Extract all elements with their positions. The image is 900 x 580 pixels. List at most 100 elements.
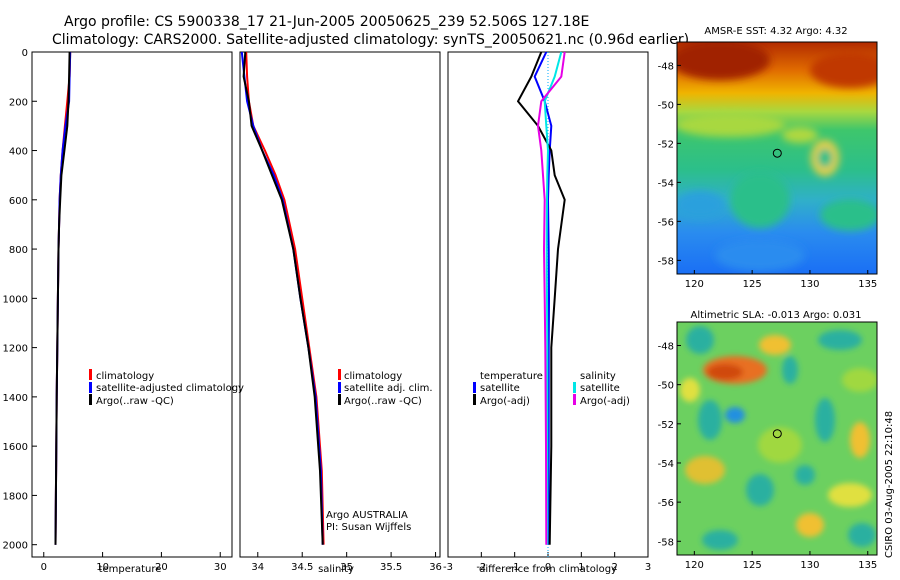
sst-y-ticks: -48 -50 -52 -54 -56 -58 [658,61,681,267]
y-tick-label: 1800 [3,491,28,502]
sst-map-frame [676,41,878,275]
difference-x-ticks: -3 -2 -1 0 1 2 3 [443,552,651,573]
map-y-tick-label: -58 [658,537,674,548]
temperature-panel: 0 200 400 600 800 1000 1200 1400 1600 1800 2000 0 1… [3,48,244,575]
x-tick-label: 36 [429,562,442,573]
sla-x-ticks: 120 125 130 135 [685,551,877,571]
series-line-climatology [245,51,325,545]
salinity-xlabel: salinity [318,564,354,575]
x-tick-label: 30 [214,562,227,573]
map-y-tick-label: -52 [658,139,674,150]
legend-label-temp-satellite: satellite [480,383,520,394]
series-line-argo [242,51,324,545]
difference-legend-temperature: temperature satellite Argo(-adj) [473,371,543,407]
temperature-frame [31,51,233,558]
salinity-frame [239,51,441,558]
series-line-temperature-satellite [533,51,553,545]
map-x-tick-label: 135 [858,560,877,571]
map-x-tick-label: 120 [685,560,704,571]
legend-label-satellite: satellite adj. clim. [344,383,433,394]
y-tick-label: 600 [9,196,28,207]
legend-swatch-argo [89,394,92,405]
sla-argo-marker [772,429,782,439]
map-y-tick-label: -56 [658,498,674,509]
x-tick-label: 35.5 [380,562,402,573]
series-line-satellite [240,51,324,545]
difference-legend-salinity: salinity satellite Argo(-adj) [573,371,630,407]
header-line2: Climatology: CARS2000. Satellite-adjuste… [52,32,689,48]
temperature-xlabel: temperature [99,564,162,575]
legend-swatch-sal-argo [573,394,576,405]
map-y-tick-label: -54 [658,178,674,189]
y-tick-label: 200 [9,97,28,108]
sla-map-panel: Altimetric SLA: -0.013 Argo: 0.031 [658,310,878,571]
x-tick-label: 20 [155,562,168,573]
map-y-tick-label: -48 [658,61,674,72]
x-tick-label: 34.5 [291,562,313,573]
sst-heatmap [677,42,877,274]
x-tick-label: 10 [96,562,109,573]
temperature-y-ticks: 0 200 400 600 800 1000 1200 1400 1600 1800 2000 [3,48,37,552]
y-tick-label: 0 [22,48,28,59]
legend-label-sal-satellite: satellite [580,383,620,394]
legend-label-argo: Argo(..raw -QC) [344,396,422,407]
legend-label-satellite: satellite-adjusted climatology [96,383,244,394]
difference-lines [517,51,566,545]
salinity-lines [240,51,325,545]
y-tick-label: 1400 [3,393,28,404]
map-x-tick-label: 125 [743,560,762,571]
sla-heatmap [677,322,877,555]
legend-title-temperature: temperature [480,371,543,382]
series-line-salinity-argo [537,51,566,545]
legend-swatch-argo [338,394,341,405]
sla-map-frame [676,321,878,556]
sla-y-ticks: -48 -50 -52 -54 -56 -58 [658,341,681,548]
map-y-tick-label: -50 [658,100,674,111]
map-y-tick-label: -48 [658,341,674,352]
y-tick-label: 1600 [3,442,28,453]
map-x-tick-label: 120 [685,279,704,290]
x-tick-label: 1 [578,562,584,573]
x-tick-label: 0 [545,562,551,573]
temperature-lines [54,51,72,545]
y-tick-label: 400 [9,147,28,158]
y-tick-label: 1000 [3,294,28,305]
series-line-salinity-satellite [543,51,563,545]
sst-x-ticks: 120 125 130 135 [685,270,877,290]
legend-swatch-satellite [89,382,92,393]
legend-label-sal-argo: Argo(-adj) [580,396,630,407]
legend-swatch-temp-satellite [473,382,476,393]
y-tick-label: 800 [9,245,28,256]
x-tick-label: 2 [611,562,617,573]
y-tick-label: 1200 [3,344,28,355]
x-tick-label: 35 [340,562,353,573]
map-y-tick-label: -54 [658,459,674,470]
x-tick-label: -2 [476,562,486,573]
legend-title-salinity: salinity [580,371,616,382]
annotation-pi: PI: Susan Wijffels [326,522,411,533]
annotation-argo-australia: Argo AUSTRALIA [326,510,408,521]
map-y-tick-label: -50 [658,381,674,392]
header-line1: Argo profile: CS 5900338_17 21-Jun-2005 … [64,14,589,30]
map-x-tick-label: 135 [858,279,877,290]
legend-swatch-satellite [338,382,341,393]
x-tick-label: -1 [510,562,520,573]
side-label: CSIRO 03-Aug-2005 22:10:48 [884,411,895,558]
salinity-panel: 34 34.5 35 35.5 36 salinity climatology sate… [239,51,442,575]
x-tick-label: -3 [443,562,453,573]
map-y-tick-label: -52 [658,420,674,431]
sst-argo-marker [772,148,782,158]
sla-map-title: Altimetric SLA: -0.013 Argo: 0.031 [691,310,862,321]
map-x-tick-label: 130 [800,279,819,290]
temperature-x-ticks: 0 10 20 30 [41,552,227,573]
legend-label-argo: Argo(..raw -QC) [96,396,174,407]
difference-panel: -3 -2 -1 0 1 2 3 difference from climatology t… [443,51,651,575]
x-tick-label: 3 [645,562,651,573]
legend-swatch-sal-satellite [573,382,576,393]
map-x-tick-label: 125 [743,279,762,290]
legend-swatch-climatology [338,369,341,380]
salinity-legend: climatology satellite adj. clim. Argo(..… [338,369,433,407]
difference-xlabel: difference from climatology [479,564,617,575]
legend-label-climatology: climatology [344,371,402,382]
map-x-tick-label: 130 [800,560,819,571]
